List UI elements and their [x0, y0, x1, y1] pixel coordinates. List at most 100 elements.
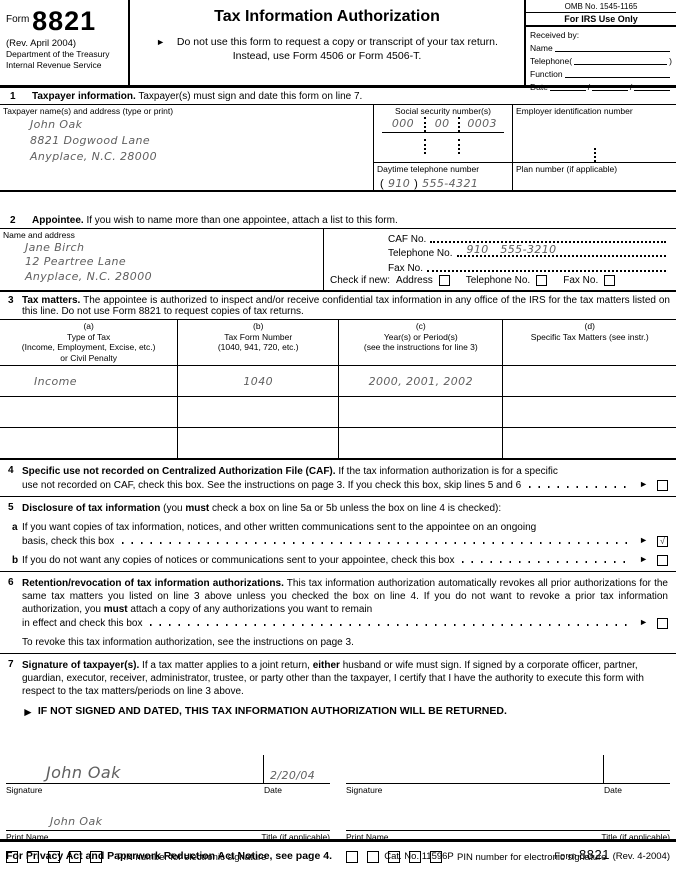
signature-field-right[interactable]: [346, 782, 603, 783]
line5-section: 5 Disclosure of tax information (you mus…: [0, 497, 676, 572]
pin-box[interactable]: [346, 851, 358, 864]
appointee-telephone-label: Telephone No.: [388, 248, 453, 260]
appointee-name-address-cell[interactable]: Name and address Jane Birch 12 Peartree …: [0, 229, 323, 290]
dot-leader: [462, 561, 634, 563]
tax-form-number-cell[interactable]: [177, 396, 340, 428]
signature-field-left[interactable]: John Oak: [46, 763, 121, 783]
line7-section: 7 Signature of taxpayer(s). If a tax mat…: [0, 654, 676, 725]
ssn-part3: 0003: [458, 117, 504, 132]
pin-box[interactable]: [430, 851, 442, 864]
irs-telephone-label: Telephone: [530, 56, 570, 66]
ssn-cell[interactable]: Social security number(s) 000 00 0003: [374, 105, 512, 162]
plan-number-label: Plan number (if applicable): [516, 164, 618, 174]
dot-leader: [529, 486, 634, 488]
taxpayer-name-address-cell[interactable]: Taxpayer name(s) and address (type or pr…: [0, 105, 373, 190]
line7-number: 7: [8, 658, 14, 670]
tax-type-cell[interactable]: [0, 396, 179, 428]
table-row: Income 1040 2000, 2001, 2002: [0, 365, 676, 397]
years-periods-cell[interactable]: [338, 396, 504, 428]
line6-text-1: This tax information authorization autom…: [22, 577, 668, 615]
pin-box[interactable]: [90, 851, 102, 864]
line5a-checkbox[interactable]: √: [657, 535, 668, 547]
irs-telephone-field[interactable]: [574, 57, 668, 65]
line6-revoke-note: To revoke this tax information authoriza…: [22, 636, 354, 648]
line7-title: Signature of taxpayer(s).: [22, 659, 140, 671]
pin-box[interactable]: [367, 851, 379, 864]
irs-use-only-box: OMB No. 1545-1165 For IRS Use Only Recei…: [524, 0, 676, 92]
date-field-left[interactable]: 2/20/04: [270, 769, 316, 783]
check-new-fax-checkbox[interactable]: [604, 275, 616, 287]
caf-number-field[interactable]: [430, 233, 666, 243]
line4-leader-text: use not recorded on CAF, check this box.…: [22, 479, 522, 491]
line6-leader-text: in effect and check this box: [22, 617, 143, 629]
ssn-part2: 00: [423, 117, 458, 132]
line5b-checkbox[interactable]: [657, 554, 668, 566]
tax-type-cell[interactable]: Income: [0, 365, 179, 397]
arrow-right-icon: ►: [639, 554, 648, 565]
footer-form-reference: Form 8821 (Rev. 4-2004): [554, 847, 670, 862]
appointee-telephone-field[interactable]: 910 555-3210: [456, 243, 666, 258]
pin-label: PIN number for electronic signature: [117, 851, 267, 863]
fax-number-field[interactable]: [427, 262, 666, 272]
form-word: Form: [6, 14, 30, 25]
irs-date-field-2[interactable]: [592, 83, 628, 91]
line1-title: Taxpayer information.: [32, 91, 136, 102]
line5a-leader-text: basis, check this box: [22, 535, 115, 547]
specific-matters-cell[interactable]: [502, 427, 676, 460]
phone-paren-open: (: [380, 178, 385, 190]
irs-date-field-1[interactable]: [549, 83, 586, 91]
appointee-box: Name and address Jane Birch 12 Peartree …: [0, 228, 676, 292]
date-field-right[interactable]: [604, 782, 670, 783]
tax-type-cell[interactable]: [0, 427, 179, 460]
signature-label: Signature: [346, 785, 383, 796]
line7-warning: IF NOT SIGNED AND DATED, THIS TAX INFORM…: [37, 705, 507, 718]
line5b-leader-text: If you do not want any copies of notices…: [22, 554, 455, 566]
specific-matters-cell[interactable]: [502, 365, 676, 397]
col-b-header: (b) Tax Form Number (1040, 941, 720, etc…: [177, 319, 340, 366]
check-new-telephone-checkbox[interactable]: [536, 275, 548, 287]
date-label: Date: [604, 785, 622, 796]
irs-date-field-3[interactable]: [634, 83, 671, 91]
pin-box[interactable]: [409, 851, 421, 864]
pin-box[interactable]: [48, 851, 60, 864]
irs-name-field[interactable]: [554, 44, 670, 52]
print-name-field-right[interactable]: [346, 828, 390, 830]
daytime-phone-cell[interactable]: Daytime telephone number ( 910 ) 555-432…: [374, 162, 512, 190]
irs-function-field[interactable]: [564, 70, 670, 78]
pin-box[interactable]: [388, 851, 400, 864]
years-periods-cell[interactable]: [338, 427, 504, 460]
years-periods-cell[interactable]: 2000, 2001, 2002: [338, 365, 504, 397]
footer-form-number: 8821: [579, 847, 610, 862]
ein-cell[interactable]: Employer identification number: [513, 105, 676, 162]
signature-label: Signature: [6, 785, 43, 796]
pin-box[interactable]: [27, 851, 39, 864]
title-label: Title (if applicable): [601, 832, 670, 843]
check-new-address-checkbox[interactable]: [438, 275, 450, 287]
ein-separator: [593, 148, 596, 162]
plan-number-cell[interactable]: Plan number (if applicable): [513, 162, 676, 190]
line4-checkbox[interactable]: [657, 479, 668, 491]
print-name-field-left[interactable]: John Oak: [50, 815, 103, 829]
agency-line2: Internal Revenue Service: [6, 59, 102, 70]
pin-box[interactable]: [6, 851, 18, 864]
line5a-letter: a: [12, 521, 18, 533]
received-by-label: Received by:: [530, 30, 580, 40]
paren-open: (: [569, 56, 573, 66]
line6-checkbox[interactable]: [657, 617, 668, 629]
line5-title: Disclosure of tax information: [22, 502, 161, 514]
tax-form-number-cell[interactable]: 1040: [177, 365, 340, 397]
line6-number: 6: [8, 576, 14, 588]
irs-name-label: Name: [530, 43, 553, 53]
footer-form-revision: (Rev. 4-2004): [612, 851, 670, 862]
check-if-new-label: Check if new:: [330, 275, 391, 287]
arrow-right-icon: ►: [639, 479, 648, 490]
specific-matters-cell[interactable]: [502, 396, 676, 428]
table-row: [0, 427, 676, 460]
ssn-blank-row[interactable]: [382, 139, 504, 154]
taxpayer-address2-value: Anyplace, N.C. 28000: [30, 149, 157, 163]
tax-form-number-cell[interactable]: [177, 427, 340, 460]
pin-box[interactable]: [69, 851, 81, 864]
table-row: [0, 396, 676, 428]
tax-matters-table: (a) Type of Tax (Income, Employment, Exc…: [0, 319, 676, 460]
line7-text-2: husband or wife must sign. If signed by …: [22, 659, 644, 697]
